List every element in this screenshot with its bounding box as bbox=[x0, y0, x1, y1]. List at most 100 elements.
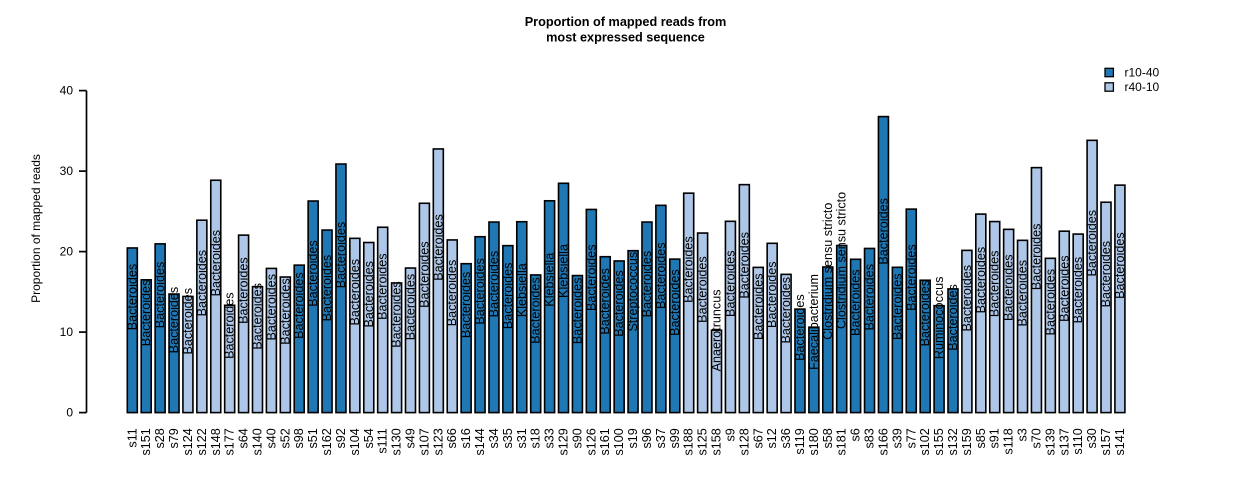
svg-text:s40: s40 bbox=[264, 428, 278, 448]
svg-text:s126: s126 bbox=[584, 428, 598, 455]
svg-text:s161: s161 bbox=[598, 428, 612, 455]
svg-text:s35: s35 bbox=[501, 428, 515, 448]
svg-text:s159: s159 bbox=[960, 428, 974, 455]
svg-text:s67: s67 bbox=[751, 428, 765, 448]
svg-text:s104: s104 bbox=[348, 428, 362, 455]
svg-text:s181: s181 bbox=[835, 428, 849, 455]
svg-text:Clostridium sensu stricto: Clostridium sensu stricto bbox=[821, 203, 835, 340]
svg-text:Bacteroides: Bacteroides bbox=[598, 268, 612, 335]
svg-text:Anaerotruncus: Anaerotruncus bbox=[710, 289, 724, 371]
svg-text:Bacteroides: Bacteroides bbox=[793, 294, 807, 361]
svg-text:s16: s16 bbox=[459, 428, 473, 448]
svg-text:s64: s64 bbox=[237, 428, 251, 448]
svg-text:Bacteroides: Bacteroides bbox=[348, 259, 362, 326]
svg-text:s36: s36 bbox=[779, 428, 793, 448]
svg-text:Bacteroides: Bacteroides bbox=[584, 245, 598, 312]
svg-text:Bacteroides: Bacteroides bbox=[849, 269, 863, 336]
svg-text:Bacteroides: Bacteroides bbox=[139, 280, 153, 347]
svg-text:Bacteroides: Bacteroides bbox=[946, 284, 960, 351]
svg-text:Bacteroides: Bacteroides bbox=[779, 277, 793, 344]
svg-text:s85: s85 bbox=[974, 428, 988, 448]
svg-text:Bacteroides: Bacteroides bbox=[125, 264, 139, 331]
svg-text:s188: s188 bbox=[682, 428, 696, 455]
svg-text:Bacteroides: Bacteroides bbox=[431, 214, 445, 281]
svg-text:s52: s52 bbox=[278, 428, 292, 448]
svg-text:Bacteroides: Bacteroides bbox=[473, 258, 487, 325]
svg-text:s180: s180 bbox=[807, 428, 821, 455]
svg-text:s77: s77 bbox=[904, 428, 918, 448]
svg-text:s98: s98 bbox=[292, 428, 306, 448]
svg-text:s51: s51 bbox=[306, 428, 320, 448]
svg-text:Bacteroides: Bacteroides bbox=[362, 261, 376, 328]
svg-text:s100: s100 bbox=[612, 428, 626, 455]
svg-text:s129: s129 bbox=[557, 428, 571, 455]
svg-text:s122: s122 bbox=[195, 428, 209, 455]
svg-text:s30: s30 bbox=[1085, 428, 1099, 448]
svg-text:Bacteroides: Bacteroides bbox=[278, 278, 292, 345]
svg-text:Bacteroides: Bacteroides bbox=[334, 222, 348, 289]
svg-text:s177: s177 bbox=[223, 428, 237, 455]
svg-text:s118: s118 bbox=[1002, 428, 1016, 454]
svg-text:s96: s96 bbox=[640, 428, 654, 448]
svg-text:Bacteroides: Bacteroides bbox=[1043, 269, 1057, 336]
svg-text:s31: s31 bbox=[515, 428, 529, 448]
svg-text:most expressed sequence: most expressed sequence bbox=[546, 30, 705, 44]
svg-text:Bacteroides: Bacteroides bbox=[237, 257, 251, 324]
svg-text:Bacteroides: Bacteroides bbox=[751, 273, 765, 340]
svg-text:Ruminococcus: Ruminococcus bbox=[932, 277, 946, 360]
svg-text:s137: s137 bbox=[1057, 428, 1071, 455]
svg-text:Bacteroides: Bacteroides bbox=[167, 287, 181, 354]
svg-text:Bacteroides: Bacteroides bbox=[1029, 224, 1043, 291]
svg-text:s102: s102 bbox=[918, 428, 932, 455]
svg-text:r40-10: r40-10 bbox=[1125, 80, 1160, 94]
svg-text:s119: s119 bbox=[793, 428, 807, 454]
svg-text:s162: s162 bbox=[320, 428, 334, 455]
svg-text:Bacteroides: Bacteroides bbox=[459, 272, 473, 339]
svg-text:Bacteroides: Bacteroides bbox=[306, 240, 320, 307]
svg-text:s9: s9 bbox=[723, 428, 737, 441]
svg-text:Bacteroides: Bacteroides bbox=[209, 230, 223, 297]
svg-text:Bacteroides: Bacteroides bbox=[445, 260, 459, 327]
svg-text:s139: s139 bbox=[1043, 428, 1057, 455]
svg-text:s6: s6 bbox=[849, 428, 863, 441]
svg-text:Bacteroides: Bacteroides bbox=[890, 273, 904, 340]
svg-text:0: 0 bbox=[66, 406, 73, 420]
svg-text:s34: s34 bbox=[487, 428, 501, 448]
svg-text:s107: s107 bbox=[417, 428, 431, 455]
svg-text:Bacteroides: Bacteroides bbox=[988, 251, 1002, 318]
svg-text:Bacteroides: Bacteroides bbox=[1016, 260, 1030, 327]
svg-text:Bacteroides: Bacteroides bbox=[181, 288, 195, 355]
svg-text:s111: s111 bbox=[376, 428, 390, 453]
svg-text:Bacteroides: Bacteroides bbox=[918, 280, 932, 347]
svg-text:s124: s124 bbox=[181, 428, 195, 455]
svg-text:Bacteroides: Bacteroides bbox=[417, 241, 431, 308]
svg-text:s66: s66 bbox=[445, 428, 459, 448]
svg-text:s70: s70 bbox=[1029, 428, 1043, 448]
svg-text:Bacteroides: Bacteroides bbox=[654, 242, 668, 309]
svg-text:s148: s148 bbox=[209, 428, 223, 455]
svg-text:s28: s28 bbox=[153, 428, 167, 448]
svg-text:Bacteroides: Bacteroides bbox=[765, 261, 779, 328]
svg-text:Klebsiella: Klebsiella bbox=[515, 263, 529, 317]
svg-text:s128: s128 bbox=[737, 428, 751, 455]
svg-text:Bacteroides: Bacteroides bbox=[863, 264, 877, 331]
svg-text:10: 10 bbox=[60, 325, 74, 339]
svg-text:r10-40: r10-40 bbox=[1125, 66, 1160, 80]
svg-text:Clostridium sensu stricto: Clostridium sensu stricto bbox=[835, 192, 849, 329]
svg-text:Streptococcus: Streptococcus bbox=[626, 252, 640, 332]
svg-text:20: 20 bbox=[60, 245, 74, 259]
svg-text:Faecalibacterium: Faecalibacterium bbox=[807, 274, 821, 370]
svg-text:s83: s83 bbox=[863, 428, 877, 448]
svg-text:Bacteroides: Bacteroides bbox=[1113, 232, 1127, 299]
svg-text:Klebsiella: Klebsiella bbox=[543, 253, 557, 307]
svg-text:Bacteroides: Bacteroides bbox=[487, 251, 501, 318]
svg-text:Bacteroides: Bacteroides bbox=[974, 247, 988, 314]
svg-text:Bacteroides: Bacteroides bbox=[570, 278, 584, 345]
svg-text:Bacteroides: Bacteroides bbox=[223, 292, 237, 359]
svg-text:Bacteroides: Bacteroides bbox=[723, 250, 737, 317]
svg-text:s3: s3 bbox=[1016, 428, 1030, 441]
svg-text:s132: s132 bbox=[946, 428, 960, 455]
svg-text:s157: s157 bbox=[1099, 428, 1113, 455]
svg-text:Proportion of mapped reads fro: Proportion of mapped reads from bbox=[525, 15, 727, 29]
svg-text:Bacteroides: Bacteroides bbox=[696, 256, 710, 323]
